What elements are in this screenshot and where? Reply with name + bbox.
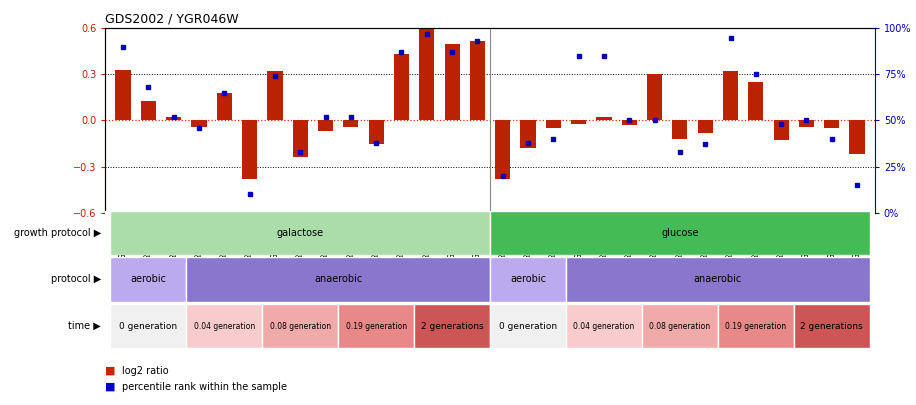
Bar [490,304,566,348]
Text: aerobic: aerobic [510,275,546,284]
Bar [849,120,865,154]
Bar [111,257,186,302]
Text: 2 generations: 2 generations [420,322,484,330]
Text: protocol ▶: protocol ▶ [50,275,101,284]
Text: glucose: glucose [661,228,699,238]
Text: 0 generation: 0 generation [119,322,178,330]
Bar [799,120,814,127]
Bar [718,304,794,348]
Bar [186,304,262,348]
Bar [596,117,612,120]
Bar [773,120,789,141]
Bar [166,117,181,120]
Bar [368,120,384,143]
Bar [490,211,869,255]
Bar [748,82,763,120]
Text: 0.04 generation: 0.04 generation [573,322,635,330]
Text: log2 ratio: log2 ratio [122,366,169,375]
Bar [824,120,839,128]
Bar [111,304,186,348]
Text: time ▶: time ▶ [68,321,101,331]
Text: 0.19 generation: 0.19 generation [725,322,786,330]
Bar [111,211,490,255]
Text: galactose: galactose [277,228,323,238]
Text: GDS2002 / YGR046W: GDS2002 / YGR046W [105,13,239,26]
Bar [141,100,156,120]
Bar [470,40,485,120]
Bar [394,54,409,120]
Bar [444,44,460,120]
Bar [262,304,338,348]
Bar [672,120,688,139]
Bar [217,93,232,120]
Text: anaerobic: anaerobic [693,275,742,284]
Bar [292,120,308,157]
Bar [566,304,642,348]
Bar [191,120,207,127]
Text: 0 generation: 0 generation [499,322,557,330]
Bar [566,257,869,302]
Bar [622,120,637,125]
Text: ■: ■ [105,366,115,375]
Bar [267,71,282,120]
Text: 0.19 generation: 0.19 generation [345,322,407,330]
Text: 0.08 generation: 0.08 generation [649,322,711,330]
Bar [794,304,869,348]
Bar [115,70,131,120]
Bar [520,120,536,148]
Bar [642,304,718,348]
Bar [723,71,738,120]
Text: ■: ■ [105,382,115,392]
Text: 0.08 generation: 0.08 generation [269,322,331,330]
Bar [490,257,566,302]
Text: percentile rank within the sample: percentile rank within the sample [122,382,287,392]
Bar [414,304,490,348]
Bar [186,257,490,302]
Text: 2 generations: 2 generations [801,322,863,330]
Bar [546,120,561,128]
Bar [496,120,510,179]
Bar [420,28,434,120]
Text: growth protocol ▶: growth protocol ▶ [14,228,101,238]
Text: aerobic: aerobic [130,275,167,284]
Text: 0.04 generation: 0.04 generation [193,322,255,330]
Bar [571,120,586,124]
Text: anaerobic: anaerobic [314,275,363,284]
Bar [318,120,333,131]
Bar [242,120,257,179]
Bar [698,120,713,133]
Bar [338,304,414,348]
Bar [647,75,662,120]
Bar [344,120,358,127]
